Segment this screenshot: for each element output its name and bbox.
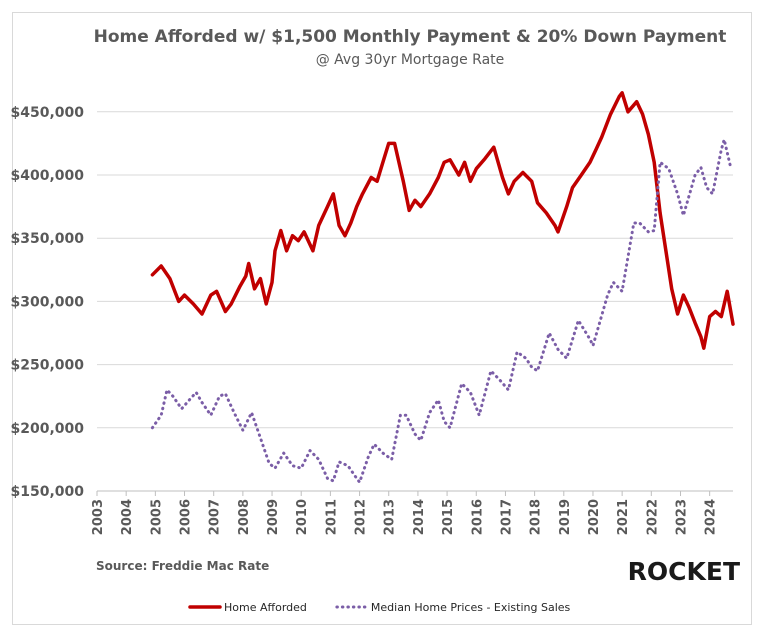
x-tick-label: 2023 (674, 499, 689, 535)
x-tick-label: 2004 (120, 499, 135, 535)
chart-title: Home Afforded w/ $1,500 Monthly Payment … (94, 27, 727, 47)
x-tick-label: 2014 (412, 499, 427, 535)
x-tick-label: 2011 (324, 499, 339, 535)
x-tick-label: 2024 (704, 499, 719, 535)
x-tick-label: 2015 (441, 499, 456, 535)
source-note: Source: Freddie Mac Rate (96, 559, 269, 573)
series-line (150, 91, 735, 350)
series-line (150, 138, 733, 484)
y-tick-label: $350,000 (10, 231, 84, 247)
x-tick-label: 2009 (266, 499, 281, 535)
x-tick-label: 2012 (354, 499, 369, 535)
logo: ROCKET (628, 557, 740, 586)
chart-frame (12, 12, 752, 625)
x-tick-label: 2016 (470, 499, 485, 535)
x-tick-label: 2006 (179, 499, 194, 535)
x-tick-label: 2020 (587, 499, 602, 535)
y-tick-label: $150,000 (10, 484, 84, 500)
chart-subtitle: @ Avg 30yr Mortgage Rate (316, 52, 505, 68)
y-tick-label: $250,000 (10, 358, 84, 374)
x-tick-label: 2010 (295, 499, 310, 535)
x-tick-label: 2003 (91, 499, 106, 535)
legend-label: Median Home Prices - Existing Sales (371, 601, 571, 614)
y-tick-label: $200,000 (10, 421, 84, 437)
x-tick-label: 2021 (616, 499, 631, 535)
x-tick-label: 2019 (558, 499, 573, 535)
x-tick-label: 2005 (149, 499, 164, 535)
y-tick-label: $450,000 (10, 105, 84, 121)
x-tick-label: 2013 (383, 499, 398, 535)
x-tick-label: 2008 (237, 499, 252, 535)
x-tick-label: 2022 (645, 499, 660, 535)
legend-label: Home Afforded (224, 601, 307, 614)
x-tick-label: 2017 (499, 499, 514, 535)
y-tick-label: $300,000 (10, 294, 84, 310)
x-tick-label: 2007 (208, 499, 223, 535)
y-tick-label: $400,000 (10, 168, 84, 184)
x-tick-label: 2018 (529, 499, 544, 535)
